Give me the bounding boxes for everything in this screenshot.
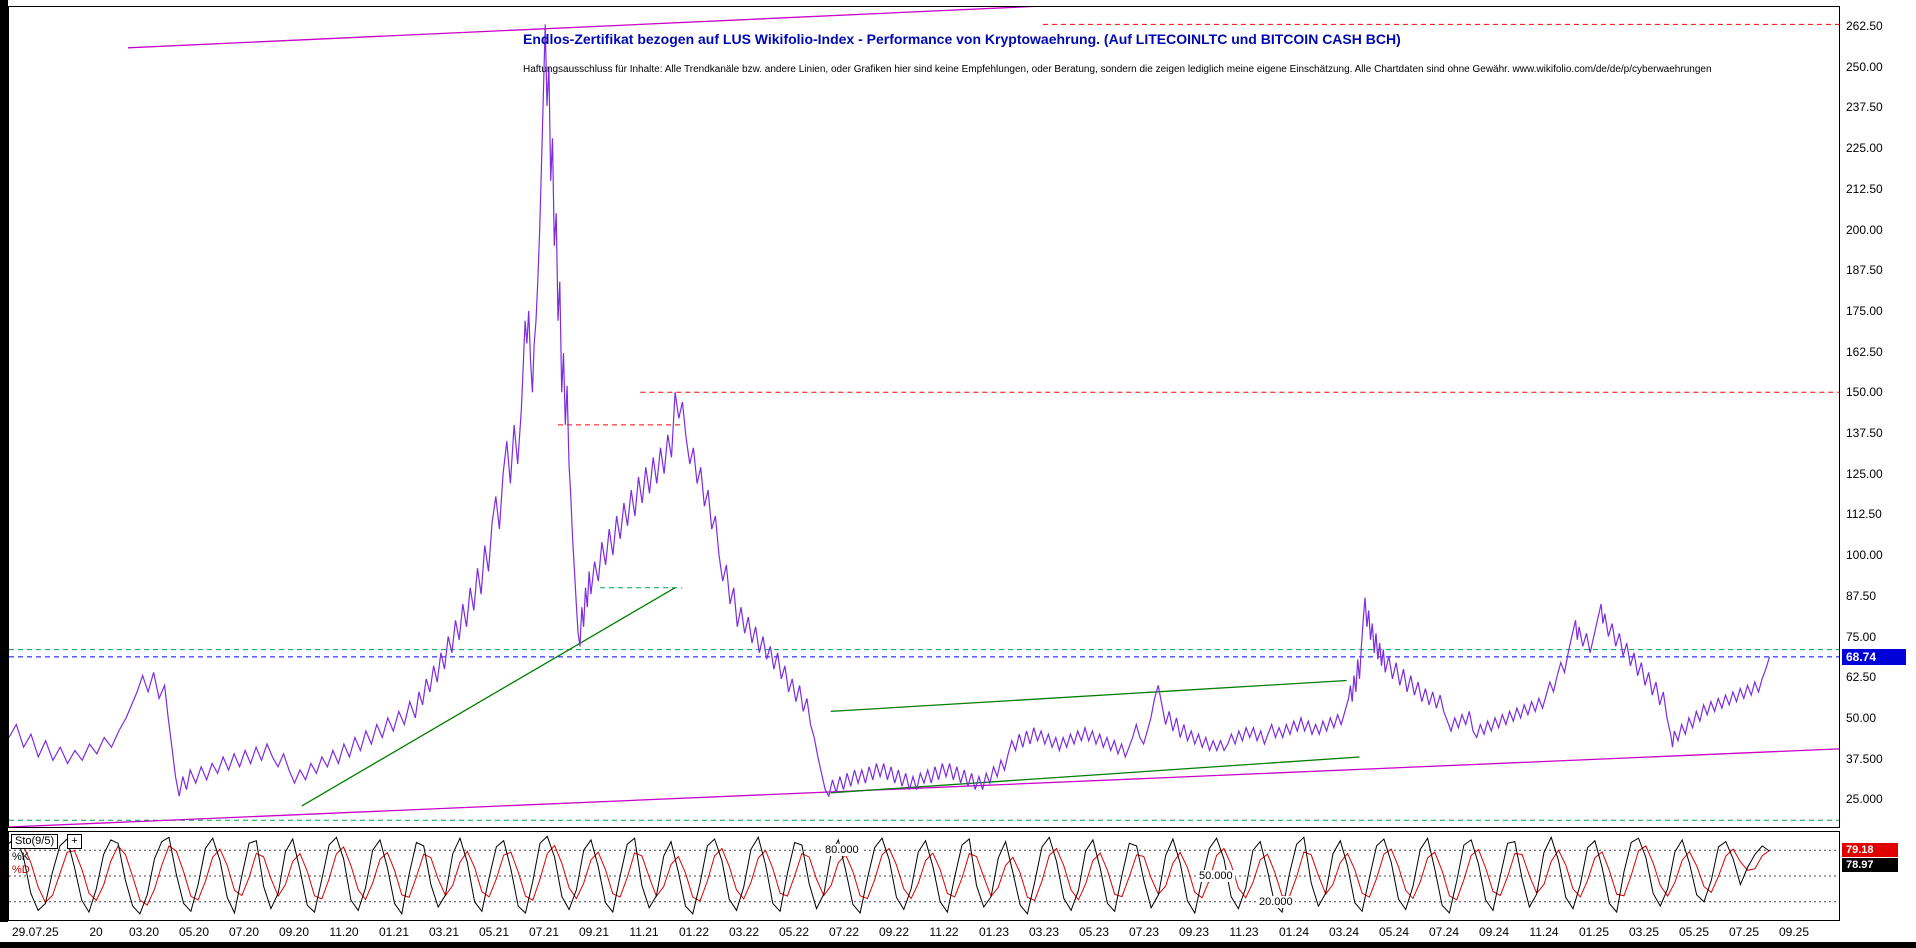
stochastic-d-label: %D — [12, 864, 30, 876]
time-axis-label: 09.25 — [1778, 925, 1810, 939]
price-axis-label: 125.00 — [1846, 467, 1883, 481]
time-axis[interactable]: 29.07.25 20 03.20 05.20 07.20 09.20 11.20 01.21… — [0, 922, 1916, 942]
time-axis-label: 29.07.25 — [12, 925, 59, 939]
indicator-level-label: 80.000 — [823, 844, 861, 856]
stochastic-k-label: %K — [12, 851, 30, 863]
price-axis-label: 175.00 — [1846, 304, 1883, 318]
indicator-level-label: 50.000 — [1197, 870, 1235, 882]
time-axis-label: 01.24 — [1278, 925, 1310, 939]
time-axis-label: 07.23 — [1128, 925, 1160, 939]
time-axis-label: 09.23 — [1178, 925, 1210, 939]
time-axis-label: 09.22 — [878, 925, 910, 939]
trend-line[interactable] — [301, 587, 676, 807]
time-axis-label: 09.20 — [278, 925, 310, 939]
chart-disclaimer: Haftungsausschluss für Inhalte: Alle Tre… — [523, 64, 1712, 75]
time-axis-label: 11.20 — [329, 925, 359, 939]
time-axis-label: 05.20 — [178, 925, 210, 939]
time-axis-label: 05.21 — [478, 925, 510, 939]
main-chart-svg[interactable] — [9, 7, 1839, 827]
price-axis-label: 150.00 — [1846, 385, 1883, 399]
time-axis-label: 05.24 — [1378, 925, 1410, 939]
time-axis-label: 11.22 — [929, 925, 959, 939]
price-axis-label: 262.50 — [1846, 19, 1883, 33]
price-axis-label: 212.50 — [1846, 182, 1883, 196]
price-axis-label: 25.000 — [1846, 792, 1883, 806]
indicator-level-label: 20.000 — [1257, 896, 1295, 908]
stochastic-d-line — [9, 836, 1770, 906]
price-axis-label: 137.50 — [1846, 426, 1883, 440]
price-axis-label: 237.50 — [1846, 100, 1883, 114]
price-axis-label: 62.50 — [1846, 670, 1877, 684]
time-axis-label: 03.25 — [1628, 925, 1660, 939]
price-line — [9, 24, 1771, 798]
main-chart-panel[interactable]: Endlos-Zertifikat bezogen auf LUS Wikifo… — [8, 6, 1840, 828]
time-axis-label: 07.21 — [528, 925, 560, 939]
time-axis-label: 11.24 — [1529, 925, 1559, 939]
time-axis-label: 05.23 — [1078, 925, 1110, 939]
time-axis-label: 03.24 — [1328, 925, 1360, 939]
time-axis-label: 11.23 — [1229, 925, 1259, 939]
time-axis-label: 20 — [89, 925, 103, 939]
price-axis-label: 87.50 — [1846, 589, 1877, 603]
price-axis-label: 37.500 — [1846, 752, 1883, 766]
time-axis-label: 05.25 — [1678, 925, 1710, 939]
chart-title: Endlos-Zertifikat bezogen auf LUS Wikifo… — [523, 31, 1401, 47]
add-indicator-button[interactable]: + — [67, 834, 82, 849]
time-axis-label: 07.22 — [828, 925, 860, 939]
time-axis-label: 09.21 — [578, 925, 610, 939]
price-axis-label: 50.00 — [1846, 711, 1877, 725]
stochastic-k-line — [9, 835, 1770, 916]
time-axis-label: 03.21 — [428, 925, 460, 939]
price-axis-label: 250.00 — [1846, 60, 1883, 74]
price-axis-label: 75.00 — [1846, 630, 1877, 644]
time-axis-label: 01.25 — [1578, 925, 1610, 939]
trend-line[interactable] — [830, 679, 1347, 713]
price-axis-label: 112.50 — [1846, 507, 1882, 521]
time-axis-label: 01.21 — [378, 925, 410, 939]
time-axis-label: 07.20 — [228, 925, 260, 939]
current-price-badge: 68.74 — [1842, 649, 1906, 665]
indicator-panel[interactable]: Sto(9/5) + %K %D 80.000 50.000 20.000 — [8, 831, 1840, 921]
stochastic-k-value-badge: 78.97 — [1842, 858, 1898, 872]
price-axis-label: 187.50 — [1846, 263, 1883, 277]
stochastic-d-value-badge: 79.18 — [1842, 843, 1898, 857]
price-axis-label: 200.00 — [1846, 223, 1883, 237]
time-axis-label: 01.22 — [678, 925, 710, 939]
stochastic-svg[interactable] — [9, 833, 1839, 919]
time-axis-label: 01.23 — [978, 925, 1010, 939]
time-axis-label: 03.20 — [128, 925, 160, 939]
time-axis-label: 03.22 — [728, 925, 760, 939]
trend-line[interactable] — [9, 748, 1839, 827]
price-axis-label: 225.00 — [1846, 141, 1883, 155]
indicator-name-button[interactable]: Sto(9/5) — [11, 834, 59, 849]
price-axis-label: 100.00 — [1846, 548, 1883, 562]
trend-line[interactable] — [127, 7, 1054, 49]
time-axis-label: 09.24 — [1478, 925, 1510, 939]
trend-line[interactable] — [830, 756, 1360, 794]
time-axis-label: 07.24 — [1428, 925, 1460, 939]
time-axis-label: 07.25 — [1728, 925, 1760, 939]
time-axis-label: 05.22 — [778, 925, 810, 939]
price-axis-label: 162.50 — [1846, 345, 1883, 359]
time-axis-label: 03.23 — [1028, 925, 1060, 939]
time-axis-label: 11.21 — [629, 925, 659, 939]
price-axis[interactable]: 68.74 79.18 78.97 262.50 250.00 237.50 225.… — [1842, 0, 1916, 942]
